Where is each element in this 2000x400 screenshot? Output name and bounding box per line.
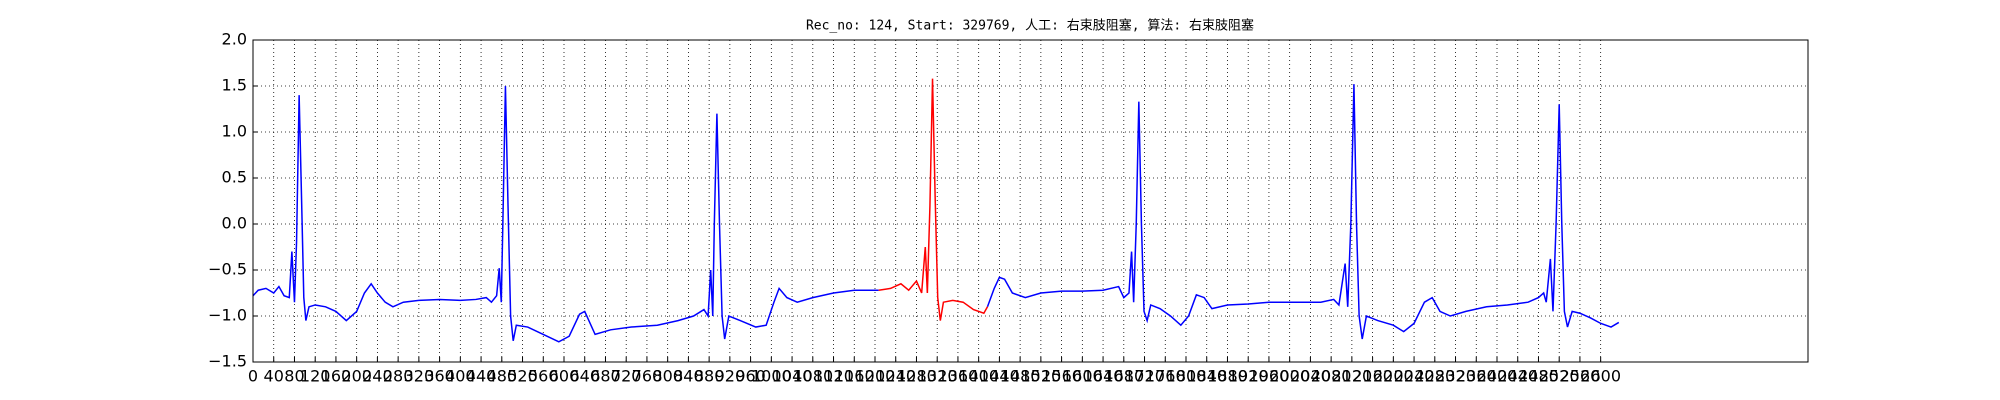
x-tick-label: 2000 (1269, 367, 1310, 386)
x-tick-label: 2600 (1580, 367, 1621, 386)
series-line (252, 84, 1620, 343)
y-tick-label: 1.5 (222, 76, 247, 95)
x-tick-label: 640 (569, 367, 600, 386)
x-tick-label: 280 (383, 367, 414, 386)
y-tick-label: −0.5 (208, 260, 247, 279)
x-tick-label: 2160 (1352, 367, 1393, 386)
x-tick-label: 600 (549, 367, 580, 386)
x-tick-label: 1080 (792, 367, 833, 386)
x-tick-label: 920 (715, 367, 746, 386)
x-tick-label: 400 (445, 367, 476, 386)
x-tick-label: 40 (264, 367, 284, 386)
x-tick-label: 2320 (1435, 367, 1476, 386)
x-tick-label: 480 (487, 367, 518, 386)
x-tick-label: 1200 (855, 367, 896, 386)
x-tick-label: 320 (404, 367, 435, 386)
x-tick-label: 440 (466, 367, 497, 386)
x-tick-label: 80 (284, 367, 304, 386)
x-tick-label: 2520 (1539, 367, 1580, 386)
x-tick-label: 1640 (1083, 367, 1124, 386)
x-tick-label: 1880 (1207, 367, 1248, 386)
x-tick-label: 680 (590, 367, 621, 386)
x-tick-label: 1400 (958, 367, 999, 386)
x-tick-label: 2400 (1477, 367, 1518, 386)
x-tick-label: 1000 (751, 367, 792, 386)
x-tick-label: 1360 (938, 367, 979, 386)
x-tick-label: 760 (632, 367, 663, 386)
x-tick-label: 1800 (1166, 367, 1207, 386)
x-tick-label: 1160 (834, 367, 875, 386)
y-tick-label: 2.0 (222, 30, 247, 49)
x-tick-label: 520 (507, 367, 538, 386)
x-tick-label: 1280 (896, 367, 937, 386)
x-tick-label: 2280 (1414, 367, 1455, 386)
x-tick-label: 2240 (1394, 367, 1435, 386)
x-tick-label: 2040 (1290, 367, 1331, 386)
x-tick-label: 800 (652, 367, 683, 386)
x-tick-label: 160 (321, 367, 352, 386)
x-tick-label: 2360 (1456, 367, 1497, 386)
y-tick-label: −1.0 (208, 306, 247, 325)
x-tick-label: 1120 (813, 367, 854, 386)
x-tick-label: 1320 (917, 367, 958, 386)
x-tick-label: 240 (362, 367, 393, 386)
x-tick-label: 560 (528, 367, 559, 386)
x-tick-label: 1760 (1145, 367, 1186, 386)
x-tick-label: 2080 (1311, 367, 1352, 386)
x-tick-label: 2440 (1497, 367, 1538, 386)
x-tick-label: 1920 (1228, 367, 1269, 386)
x-tick-label: 2120 (1332, 367, 1373, 386)
x-tick-label: 2480 (1518, 367, 1559, 386)
chart-title: Rec_no: 124, Start: 329769, 人工: 右束肢阻塞, 算… (806, 18, 1254, 34)
x-tick-label: 1840 (1186, 367, 1227, 386)
y-tick-label: −1.5 (208, 352, 247, 371)
x-tick-label: 1520 (1021, 367, 1062, 386)
y-tick-label: 0.5 (222, 168, 247, 187)
x-tick-label: 1560 (1041, 367, 1082, 386)
y-tick-label: 0.0 (222, 214, 247, 233)
x-tick-label: 2560 (1560, 367, 1601, 386)
x-tick-label: 960 (735, 367, 766, 386)
plot-frame (252, 39, 1809, 363)
x-tick-label: 1480 (1000, 367, 1041, 386)
x-tick-label: 1680 (1103, 367, 1144, 386)
series-line (878, 78, 989, 321)
y-tick-label: 1.0 (222, 122, 247, 141)
x-tick-label: 720 (611, 367, 642, 386)
x-tick-label: 2200 (1373, 367, 1414, 386)
x-tick-label: 1440 (979, 367, 1020, 386)
x-tick-label: 1040 (772, 367, 813, 386)
x-tick-label: 360 (424, 367, 455, 386)
x-tick-label: 120 (300, 367, 331, 386)
x-tick-label: 200 (341, 367, 372, 386)
x-tick-label: 880 (694, 367, 725, 386)
x-tick-label: 1960 (1249, 367, 1290, 386)
x-tick-label: 840 (673, 367, 704, 386)
x-tick-label: 0 (248, 367, 258, 386)
x-tick-label: 1600 (1062, 367, 1103, 386)
x-tick-label: 1240 (875, 367, 916, 386)
x-tick-label: 1720 (1124, 367, 1165, 386)
